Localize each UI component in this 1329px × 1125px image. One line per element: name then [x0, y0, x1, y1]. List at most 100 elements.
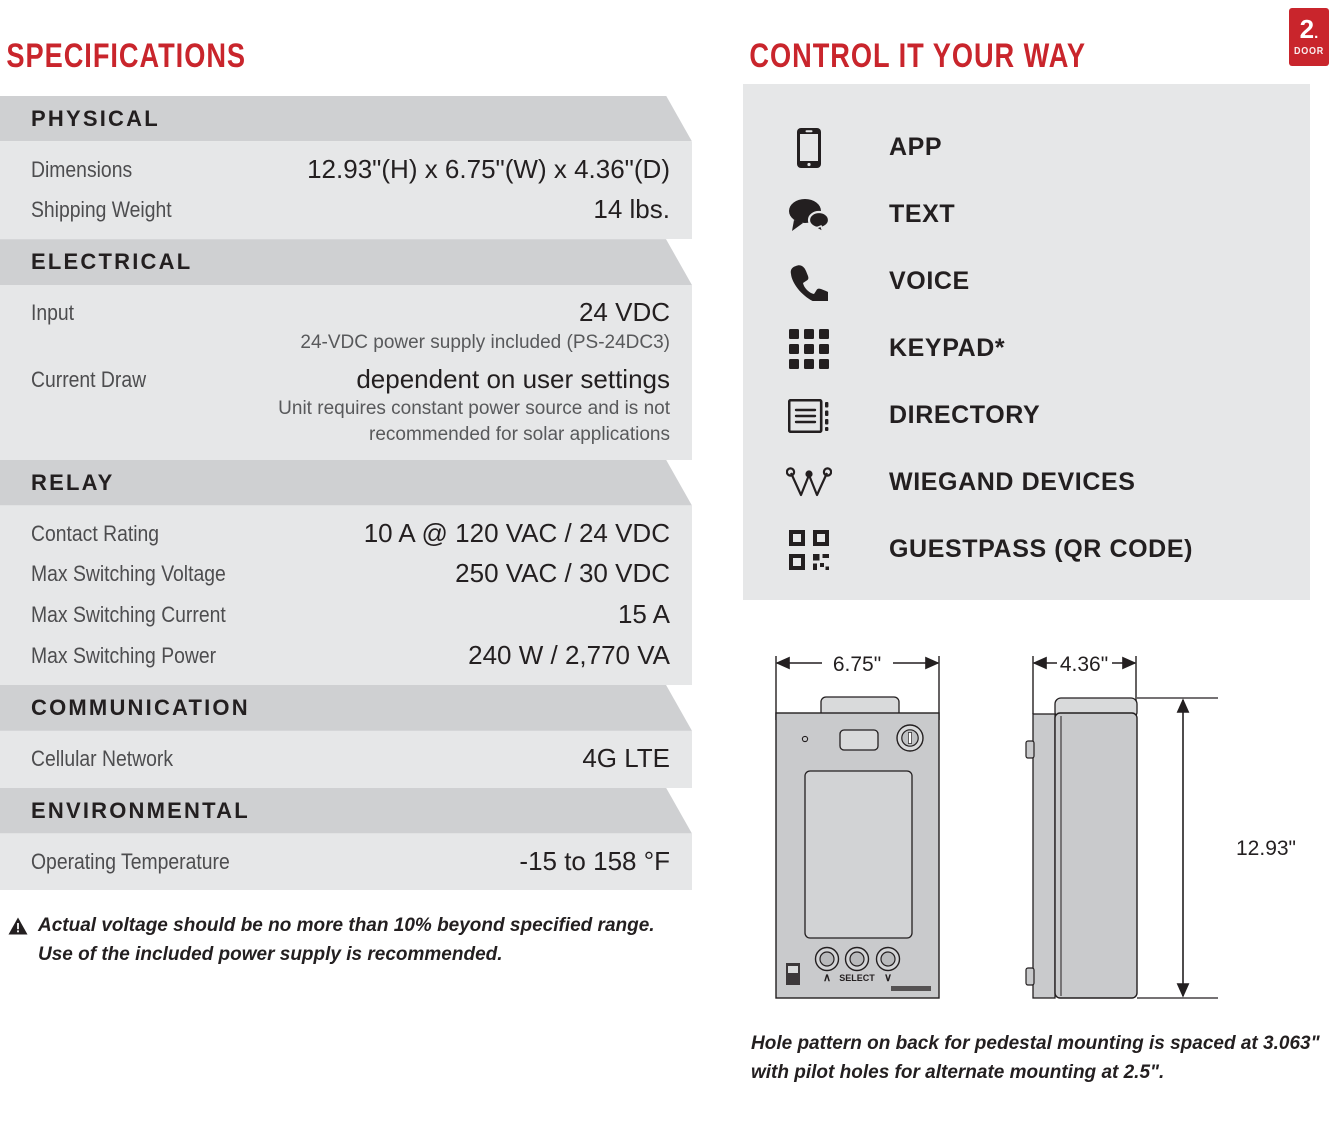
electrical-footnote: Actual voltage should be no more than 10… — [0, 912, 700, 969]
spec-value: 250 VAC / 30 VDC — [455, 558, 670, 589]
spec-value-wrap: 240 W / 2,770 VA — [241, 639, 670, 673]
spec-label: Shipping Weight — [31, 197, 172, 223]
spec-row: Max Switching Power 240 W / 2,770 VA — [31, 632, 670, 673]
control-method-item: APP — [743, 114, 1310, 181]
dim-width-label: 6.75" — [833, 653, 881, 676]
spec-group-title: RELAY — [31, 469, 115, 495]
diagram-caption: Hole pattern on back for pedestal mounti… — [751, 1030, 1321, 1088]
control-column: CONTROL IT YOUR WAY 2. DOOR APP TEXT VOICE… — [743, 0, 1329, 1083]
spec-value: -15 to 158 °F — [519, 845, 670, 876]
spec-label: Max Switching Power — [31, 643, 217, 669]
spec-value-wrap: 14 lbs. — [191, 193, 670, 227]
speech-bubbles-icon — [781, 192, 837, 238]
spec-group-title: PHYSICAL — [31, 105, 160, 131]
spec-group-body: Cellular Network 4G LTE — [0, 730, 692, 788]
spec-label: Max Switching Voltage — [31, 561, 226, 587]
footnote-line-1: Actual voltage should be no more than 10… — [38, 915, 655, 937]
control-methods-panel: APP TEXT VOICE KEYPAD* DIRECTORY WIEGAND DEVI… — [743, 84, 1310, 600]
spec-group: ENVIRONMENTAL Operating Temperature -15 to… — [0, 787, 700, 891]
spec-value-wrap: 15 A — [252, 598, 670, 632]
product-dimension-diagram: 6.75" — [743, 628, 1329, 1023]
spec-label: Current Draw — [31, 366, 147, 392]
spec-label: Dimensions — [31, 156, 133, 182]
diagram-caption-line-2: 3.063" with pilot holes for alternate mo… — [751, 1033, 1320, 1083]
spec-value: 240 W / 2,770 VA — [468, 640, 670, 671]
spec-group: COMMUNICATION Cellular Network 4G LTE — [0, 684, 700, 788]
spec-value: 4G LTE — [582, 742, 670, 773]
spec-label: Operating Temperature — [31, 848, 230, 874]
spec-group-header-banner — [0, 684, 692, 731]
spec-row: Contact Rating 10 A @ 120 VAC / 24 VDC — [31, 510, 670, 551]
spec-value: 10 A @ 120 VAC / 24 VDC — [363, 517, 670, 548]
spec-row: Operating Temperature -15 to 158 °F — [31, 838, 670, 879]
footnote-line-2: Use of the included power supply is reco… — [38, 943, 503, 965]
spec-row: Input 24 VDC 24-VDC power supply included … — [31, 289, 670, 355]
spec-row: Max Switching Current 15 A — [31, 591, 670, 632]
page-title-control: CONTROL IT YOUR WAY — [749, 36, 1087, 75]
spec-value-wrap: 4G LTE — [192, 742, 670, 776]
badge-dot: . — [1314, 25, 1319, 42]
spec-value: dependent on user settings — [356, 363, 670, 394]
spec-value: 12.93"(H) x 6.75"(W) x 4.36"(D) — [307, 153, 670, 184]
spec-group-title: ENVIRONMENTAL — [31, 797, 250, 823]
select-button-label: SELECT — [839, 973, 875, 983]
control-method-item: DIRECTORY — [743, 382, 1310, 449]
spec-groups-container: PHYSICAL Dimensions 12.93"(H) x 6.75"(W) x… — [0, 95, 700, 891]
control-method-item: TEXT — [743, 181, 1310, 248]
control-method-item: WIEGAND DEVICES — [743, 449, 1310, 516]
control-method-label: KEYPAD* — [889, 334, 1006, 362]
badge-number: 2. — [1299, 14, 1319, 44]
control-method-label: TEXT — [889, 200, 956, 228]
spec-group-header-banner — [0, 787, 692, 834]
keypad-grid-icon — [781, 326, 837, 372]
control-method-item: VOICE — [743, 248, 1310, 315]
control-method-item: GUESTPASS (QR CODE) — [743, 516, 1310, 583]
spec-row: Cellular Network 4G LTE — [31, 735, 670, 776]
directory-list-icon — [781, 393, 837, 439]
spec-value-wrap: 24 VDC 24-VDC power supply included (PS-2… — [80, 296, 670, 355]
control-method-label: WIEGAND DEVICES — [889, 468, 1136, 496]
page-title-specifications: SPECIFICATIONS — [6, 36, 247, 75]
control-method-label: GUESTPASS (QR CODE) — [889, 535, 1194, 563]
spec-group-body: Contact Rating 10 A @ 120 VAC / 24 VDC Max… — [0, 505, 692, 685]
spec-label: Contact Rating — [31, 520, 160, 546]
control-method-label: APP — [889, 133, 943, 161]
spec-group-header: ELECTRICAL — [0, 239, 700, 286]
diagram-caption-line-1: Hole pattern on back for pedestal mounti… — [751, 1033, 1258, 1054]
specifications-column: SPECIFICATIONS PHYSICAL Dimensions 12.93"(… — [0, 0, 700, 969]
dim-depth-label: 4.36" — [1060, 653, 1108, 676]
control-method-label: DIRECTORY — [889, 401, 1041, 429]
phone-handset-icon — [781, 259, 837, 305]
spec-value-wrap: -15 to 158 °F — [257, 845, 670, 879]
spec-label: Input — [31, 300, 75, 326]
svg-text:∧: ∧ — [823, 972, 831, 984]
spec-value-wrap: 12.93"(H) x 6.75"(W) x 4.36"(D) — [146, 153, 670, 187]
control-methods-list: APP TEXT VOICE KEYPAD* DIRECTORY WIEGAND DEVI… — [743, 84, 1310, 583]
spec-label: Max Switching Current — [31, 602, 226, 628]
spec-value: 15 A — [617, 599, 670, 630]
control-method-item: KEYPAD* — [743, 315, 1310, 382]
spec-row: Current Draw dependent on user settings Un… — [31, 356, 670, 448]
spec-group-header-banner — [0, 239, 692, 286]
spec-group-header: RELAY — [0, 459, 700, 506]
spec-group-header: ENVIRONMENTAL — [0, 787, 700, 834]
spec-value: 24 VDC — [578, 297, 670, 328]
phone-icon — [781, 125, 837, 171]
spec-group: PHYSICAL Dimensions 12.93"(H) x 6.75"(W) x… — [0, 95, 700, 240]
spec-group-title: COMMUNICATION — [31, 694, 250, 720]
wiegand-w-icon — [781, 460, 837, 506]
spec-group-header-banner — [0, 459, 692, 506]
badge-word: DOOR — [1294, 46, 1324, 57]
spec-row: Shipping Weight 14 lbs. — [31, 186, 670, 227]
spec-value: 14 lbs. — [593, 194, 670, 225]
spec-value-note: 24-VDC power supply included (PS-24DC3) — [300, 331, 670, 353]
warning-triangle-icon — [8, 917, 28, 940]
spec-group-body: Input 24 VDC 24-VDC power supply included … — [0, 285, 692, 460]
spec-row: Dimensions 12.93"(H) x 6.75"(W) x 4.36"(D… — [31, 146, 670, 187]
spec-row: Max Switching Voltage 250 VAC / 30 VDC — [31, 550, 670, 591]
spec-value-wrap: 250 VAC / 30 VDC — [252, 557, 670, 591]
qr-code-icon — [781, 527, 837, 573]
spec-group-title: ELECTRICAL — [31, 249, 193, 275]
spec-group: RELAY Contact Rating 10 A @ 120 VAC / 24 V… — [0, 459, 700, 685]
